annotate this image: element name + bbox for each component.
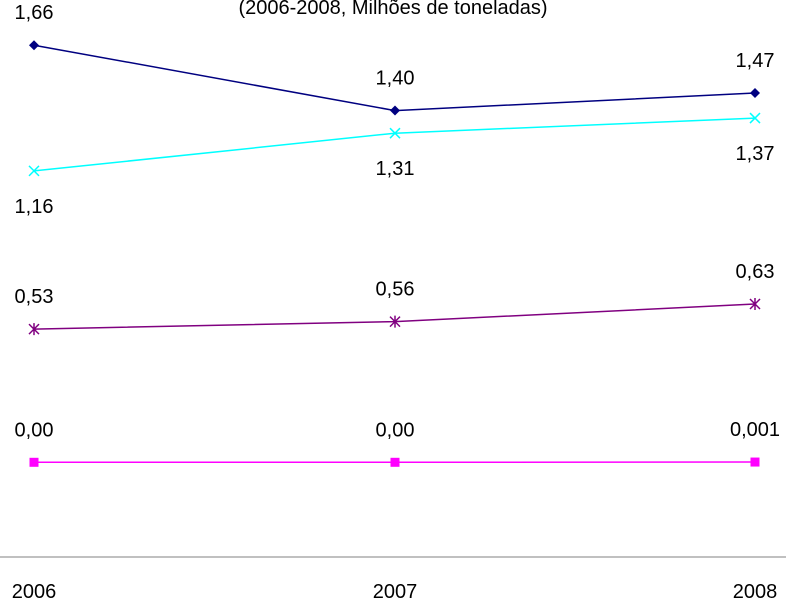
series-1-data-label-2: 1,40	[376, 68, 415, 90]
series-3-point-1	[28, 323, 40, 336]
x-tick-label-2: 2007	[373, 581, 418, 603]
chart-subtitle: (2006-2008, Milhões de toneladas)	[238, 0, 547, 19]
series-1-data-label-3: 1,47	[736, 50, 775, 72]
x-tick-label-3: 2008	[733, 581, 778, 603]
series-3-point-2	[389, 315, 401, 328]
series-3-data-label-3: 0,63	[736, 261, 775, 283]
series-3-point-3	[749, 298, 761, 311]
series-3: 0,53 0,56 0,63	[15, 261, 775, 336]
series-3-data-label-2: 0,56	[376, 279, 415, 301]
series-2-point-2	[389, 127, 401, 139]
series-4-data-label-3: 0,001	[730, 419, 780, 441]
series-2: 1,16 1,31 1,37	[15, 112, 775, 218]
series-1-point-3	[750, 87, 760, 98]
series-2-data-label-3: 1,37	[736, 143, 775, 165]
series-4-data-label-1: 0,00	[15, 419, 54, 441]
series-4-point-2	[390, 457, 400, 467]
series-2-data-label-2: 1,31	[376, 158, 415, 180]
series-2-point-1	[28, 165, 40, 177]
series-layer: 1,66 1,40 1,47 1,16 1,31 1,37 0,53 0,56 0,63 0,00…	[15, 2, 780, 467]
series-1-point-2	[390, 105, 400, 116]
series-4-point-3	[750, 457, 760, 467]
x-axis-tick-labels: 2006 2007 2008	[12, 581, 778, 603]
series-2-point-3	[749, 112, 761, 124]
series-4-data-label-2: 0,00	[376, 419, 415, 441]
series-1-point-1	[29, 40, 39, 51]
series-1-data-label-1: 1,66	[15, 2, 54, 24]
series-4-point-1	[29, 457, 39, 467]
series-3-data-label-1: 0,53	[15, 286, 54, 308]
series-4: 0,00 0,00 0,001	[15, 419, 780, 467]
series-2-data-label-1: 1,16	[15, 196, 54, 218]
x-tick-label-1: 2006	[12, 581, 57, 603]
series-1: 1,66 1,40 1,47	[15, 2, 775, 116]
